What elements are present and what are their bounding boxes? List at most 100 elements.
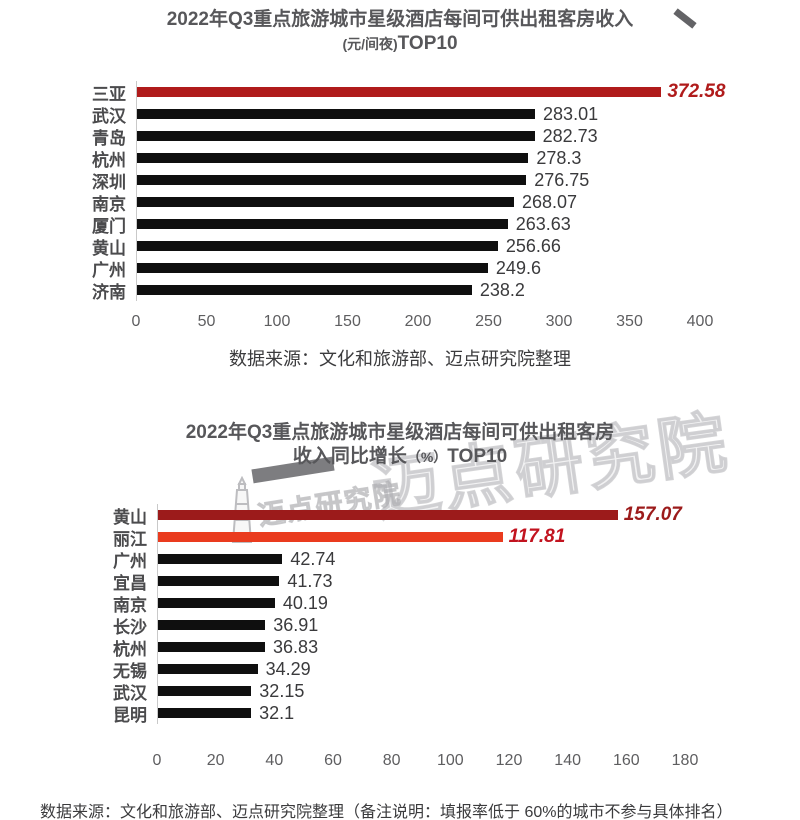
bar-value-label: 36.91 [273,614,319,635]
y-axis-line [157,504,158,724]
bar [157,642,266,652]
bar-category-label: 昆明 [113,705,147,725]
x-axis-tick: 350 [616,313,643,330]
table-row: 黄山 256.66 [0,235,800,258]
bar-category-label: 广州 [92,260,126,280]
bar-category-label: 济南 [92,282,126,302]
bar-value-label: 117.81 [508,526,566,547]
x-axis-tick: 120 [495,752,523,769]
x-axis: 0 20 40 60 80 100 120 140 160 180 [0,724,800,770]
bar-category-label: 杭州 [113,639,147,659]
x-axis-tick: 100 [436,752,464,769]
x-axis-tick: 300 [545,313,573,330]
bar-category-label: 南京 [113,595,147,615]
table-row: 丽江 117.81 [0,526,800,549]
bar-value-label: 157.07 [623,504,682,525]
x-axis: 0 50 100 150 200 250 300 350 400 [0,301,800,337]
bar [157,510,618,520]
bar-value-label: 40.19 [282,592,328,613]
bar-category-label: 武汉 [92,106,126,126]
bar-value-label: 32.1 [259,702,295,723]
table-row: 无锡 34.29 [0,658,800,681]
x-axis-tick: 20 [206,752,225,769]
x-axis-tick: 60 [324,752,342,769]
chart2-subtitle-pre: 收入同比增长 [292,446,407,467]
bar-category-label: 丽江 [113,529,147,549]
bar-category-label: 南京 [92,194,126,214]
x-axis-tick: 0 [152,752,162,769]
bar-value-label: 372.58 [667,81,726,102]
chart1-title: 2022年Q3重点旅游城市星级酒店每间可供出租客房收入 [166,9,634,30]
x-axis-tick: 200 [404,313,432,330]
chart1-subtitle: (元/间夜)TOP10 [0,31,800,57]
bar [157,554,283,564]
bar-category-label: 厦门 [92,216,126,236]
bar-rows: 黄山 157.07 丽江 117.81 广州 42.74 宜昌 41.73 南京 40.19 长沙 3… [0,504,800,725]
bar-value-label: 42.74 [290,548,336,569]
bar-category-label: 深圳 [92,172,126,192]
table-row: 南京 268.07 [0,191,800,214]
bar-value-label: 282.73 [542,125,598,146]
bar [136,175,527,185]
bar [136,241,498,251]
chart2-subtitle: 收入同比增长（%）TOP10 [0,444,800,470]
table-row: 昆明 32.1 [0,702,800,725]
bar-category-label: 三亚 [92,84,126,104]
table-row: 深圳 276.75 [0,169,800,192]
x-axis-tick: 180 [671,752,699,769]
table-row: 广州 249.6 [0,257,800,280]
table-row: 杭州 278.3 [0,147,800,170]
bar [136,263,488,273]
table-row: 武汉 32.15 [0,680,800,703]
bar [157,532,503,542]
chart-yoy-growth: 2022年Q3重点旅游城市星级酒店每间可供出租客房 收入同比增长（%）TOP10… [0,421,800,770]
bar-category-label: 青岛 [92,128,126,148]
bar-category-label: 广州 [113,551,147,571]
bar [136,197,514,207]
bar-value-label: 283.01 [543,103,599,124]
chart2-title: 2022年Q3重点旅游城市星级酒店每间可供出租客房 [185,422,615,443]
bar-value-label: 278.3 [536,147,582,168]
chart1-unit-label: (元/间夜) [342,36,398,52]
bar [157,576,280,586]
table-row: 武汉 283.01 [0,103,800,126]
bar [157,620,266,630]
table-row: 宜昌 41.73 [0,570,800,593]
chart1-top10-label: TOP10 [397,33,458,54]
x-axis-tick: 250 [475,313,502,330]
bar [157,708,252,718]
bar-category-label: 黄山 [92,238,126,258]
bar [136,219,508,229]
bar-value-label: 238.2 [479,279,525,300]
x-axis-tick: 80 [382,752,401,769]
bar-value-label: 268.07 [521,191,578,212]
bar [136,131,535,141]
bar [157,598,275,608]
bar [136,109,536,119]
chart1-source: 数据来源：文化和旅游部、迈点研究院整理 [229,349,571,369]
footer-source-note: 数据来源：文化和旅游部、迈点研究院整理（备注说明：填报率低于 60%的城市不参与… [40,804,733,820]
x-axis-tick: 100 [263,313,291,330]
bar-category-label: 宜昌 [113,573,147,593]
bar-value-label: 263.63 [515,213,571,234]
x-axis-tick: 50 [197,313,216,330]
table-row: 黄山 157.07 [0,504,800,527]
bar [136,153,529,163]
bar [157,664,258,674]
bar-category-label: 无锡 [113,661,147,681]
table-row: 广州 42.74 [0,548,800,571]
y-axis-line [136,81,137,301]
bar-value-label: 249.6 [495,257,541,278]
bar [136,87,662,97]
x-axis-tick: 140 [554,752,582,769]
table-row: 杭州 36.83 [0,636,800,659]
bar-category-label: 黄山 [113,507,147,527]
bar-rows: 三亚 372.58 武汉 283.01 青岛 282.73 杭州 278.3 深圳 276.75 南… [0,81,800,302]
table-row: 三亚 372.58 [0,81,800,104]
table-row: 南京 40.19 [0,592,800,615]
bar [136,285,472,295]
chart2-top10-label: TOP10 [447,446,508,467]
bar-value-label: 276.75 [534,169,590,190]
x-axis-tick: 160 [612,752,640,769]
